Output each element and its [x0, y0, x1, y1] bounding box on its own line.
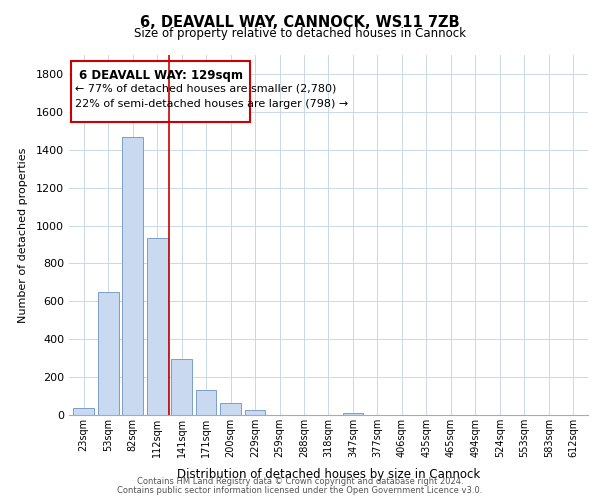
- Text: 6, DEAVALL WAY, CANNOCK, WS11 7ZB: 6, DEAVALL WAY, CANNOCK, WS11 7ZB: [140, 15, 460, 30]
- Text: Contains HM Land Registry data © Crown copyright and database right 2024.: Contains HM Land Registry data © Crown c…: [137, 477, 463, 486]
- Bar: [171, 359, 192, 415]
- Text: Size of property relative to detached houses in Cannock: Size of property relative to detached ho…: [134, 28, 466, 40]
- Text: Contains public sector information licensed under the Open Government Licence v3: Contains public sector information licen…: [118, 486, 482, 495]
- Bar: [245, 410, 265, 415]
- Y-axis label: Number of detached properties: Number of detached properties: [17, 148, 28, 322]
- Text: 6 DEAVALL WAY: 129sqm: 6 DEAVALL WAY: 129sqm: [79, 69, 243, 82]
- X-axis label: Distribution of detached houses by size in Cannock: Distribution of detached houses by size …: [177, 468, 480, 481]
- Bar: [122, 138, 143, 415]
- Bar: [220, 402, 241, 415]
- Bar: [147, 238, 167, 415]
- Bar: [98, 292, 119, 415]
- Bar: [196, 390, 217, 415]
- FancyBboxPatch shape: [71, 60, 250, 122]
- Text: ← 77% of detached houses are smaller (2,780): ← 77% of detached houses are smaller (2,…: [75, 84, 337, 94]
- Bar: [73, 408, 94, 415]
- Text: 22% of semi-detached houses are larger (798) →: 22% of semi-detached houses are larger (…: [75, 98, 349, 108]
- Bar: [343, 413, 364, 415]
